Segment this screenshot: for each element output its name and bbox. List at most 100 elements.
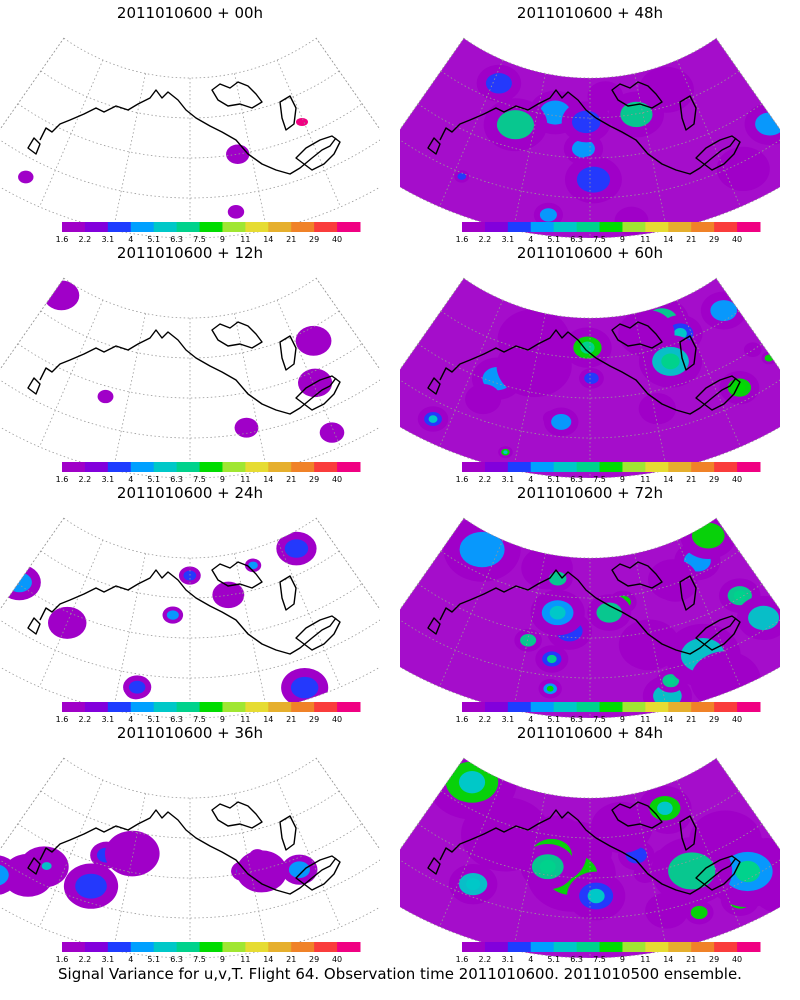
greenland-coast [679, 95, 697, 131]
domain-boundary [400, 37, 780, 238]
map-panel: 2011010600 + 48h 1.6 2.2 3.1 4 5.1 6.3 7.5 9 11 14… [400, 0, 780, 250]
parallel-line [440, 550, 740, 599]
coastline-path [439, 329, 737, 415]
variance-blob-core [668, 852, 716, 890]
colorbar-tick-label: 1.6 [56, 955, 69, 964]
colorbar-swatch [645, 702, 669, 712]
colorbar-swatch [130, 702, 155, 712]
colorbar-swatches [62, 222, 361, 232]
colorbar-tick-label: 5.1 [547, 235, 560, 244]
colorbar-tick-label: 40 [332, 955, 342, 964]
colorbar-tick-label: 7.5 [193, 955, 206, 964]
colorbar-swatch [222, 222, 246, 232]
colorbar-swatch [222, 942, 246, 952]
colorbar-swatch [107, 462, 132, 472]
colorbar-tick-label: 3.1 [101, 715, 114, 724]
hudson-coast [695, 135, 741, 171]
coastline [427, 801, 741, 895]
variance-blob-core [290, 676, 319, 699]
variance-blob-peak [733, 590, 746, 601]
colorbar-swatch [199, 702, 223, 712]
colorbar-swatch [176, 702, 201, 712]
colorbar-tick-label: 3.1 [101, 235, 114, 244]
meridian-line [512, 553, 546, 711]
figure-caption: Signal Variance for u,v,T. Flight 64. Ob… [58, 965, 742, 983]
map-panel: 2011010600 + 00h 1.6 2.2 3.1 4 5.1 6.3 7.5 9 11 14… [0, 0, 380, 250]
aleutian-coast [27, 857, 41, 875]
colorbar-swatch [222, 702, 246, 712]
coastline [427, 81, 741, 175]
colorbar-tick-label: 4 [528, 715, 533, 724]
colorbar-tick-label: 29 [309, 235, 319, 244]
arctic-islands [611, 321, 663, 349]
colorbar-tick-label: 9 [220, 235, 225, 244]
variance-blob-peak [657, 801, 673, 815]
variance-blob-peak [458, 770, 486, 794]
colorbar-tick-label: 29 [709, 235, 719, 244]
coastline [427, 561, 741, 655]
variance-blob-peak [661, 353, 680, 370]
colorbar-tick-label: 3.1 [501, 955, 514, 964]
colorbar-tick-label: 4 [128, 475, 133, 484]
variance-blob [18, 170, 34, 184]
colorbar-labels: 1.6 2.2 3.1 4 5.1 6.3 7.5 9 11 14 21 29 40 [56, 235, 343, 244]
variance-blob [465, 384, 502, 415]
colorbar-labels: 1.6 2.2 3.1 4 5.1 6.3 7.5 9 11 14 21 29 40 [456, 475, 743, 484]
colorbar-labels: 1.6 2.2 3.1 4 5.1 6.3 7.5 9 11 14 21 29 40 [56, 955, 343, 964]
meridian-line [512, 313, 546, 471]
colorbar-tick-label: 11 [240, 475, 250, 484]
colorbar-swatch [484, 462, 509, 472]
arctic-islands [611, 561, 663, 589]
colorbar-swatch [314, 222, 338, 232]
colorbar-tick-label: 5.1 [147, 715, 160, 724]
colorbar-swatch [62, 462, 86, 472]
variance-blob [14, 868, 38, 888]
hudson-coast [295, 855, 341, 891]
variance-blob [716, 146, 770, 192]
colorbar-tick-label: 4 [128, 955, 133, 964]
variance-field [0, 830, 318, 909]
colorbar-swatch [62, 942, 86, 952]
coastline [427, 321, 741, 415]
parallel-line [40, 550, 340, 599]
hudson-coast [695, 375, 741, 411]
colorbar-tick-label: 4 [528, 955, 533, 964]
colorbar-tick-label: 6.3 [570, 955, 583, 964]
parallel-line [440, 310, 740, 359]
colorbar-swatch [337, 462, 361, 472]
variance-blob-core [75, 873, 107, 899]
map-panel: 2011010600 + 72h 1.6 2.2 3.1 4 5.1 6.3 7.5 9 11 14… [400, 480, 780, 730]
parallel-line [40, 790, 340, 839]
colorbar-tick-label: 7.5 [193, 235, 206, 244]
colorbar-swatch [199, 942, 223, 952]
variance-blob-core [41, 862, 52, 870]
colorbar-tick-label: 11 [240, 715, 250, 724]
colorbar-swatch [737, 942, 761, 952]
hudson-coast [695, 615, 741, 651]
colorbar-labels: 1.6 2.2 3.1 4 5.1 6.3 7.5 9 11 14 21 29 40 [456, 715, 743, 724]
variance-field [43, 280, 345, 443]
colorbar-labels: 1.6 2.2 3.1 4 5.1 6.3 7.5 9 11 14 21 29 40 [456, 955, 743, 964]
variance-blob [48, 606, 87, 639]
colorbar-tick-label: 11 [240, 955, 250, 964]
colorbar-swatch [553, 702, 578, 712]
colorbar-tick-label: 1.6 [456, 235, 469, 244]
colorbar-tick-label: 9 [620, 715, 625, 724]
colorbar-tick-label: 40 [732, 235, 742, 244]
colorbar-swatch [576, 222, 601, 232]
colorbar-swatch [622, 222, 646, 232]
colorbar-swatch [553, 942, 578, 952]
map-panel: 2011010600 + 84h 1.6 2.2 3.1 4 5.1 6.3 7.5 9 11 14… [400, 720, 780, 970]
colorbar: 1.6 2.2 3.1 4 5.1 6.3 7.5 9 11 14 21 29 40 [56, 222, 361, 244]
coastline [27, 561, 341, 655]
colorbar-tick-label: 6.3 [170, 715, 183, 724]
colorbar-swatch [737, 702, 761, 712]
colorbar-swatch [314, 462, 338, 472]
meridian-line [512, 73, 546, 231]
meridian-line [112, 553, 146, 711]
variance-blob [590, 801, 653, 854]
domain-boundary [400, 517, 780, 718]
variance-blob [97, 389, 114, 404]
meridian-line [315, 517, 380, 611]
colorbar-tick-label: 40 [332, 235, 342, 244]
